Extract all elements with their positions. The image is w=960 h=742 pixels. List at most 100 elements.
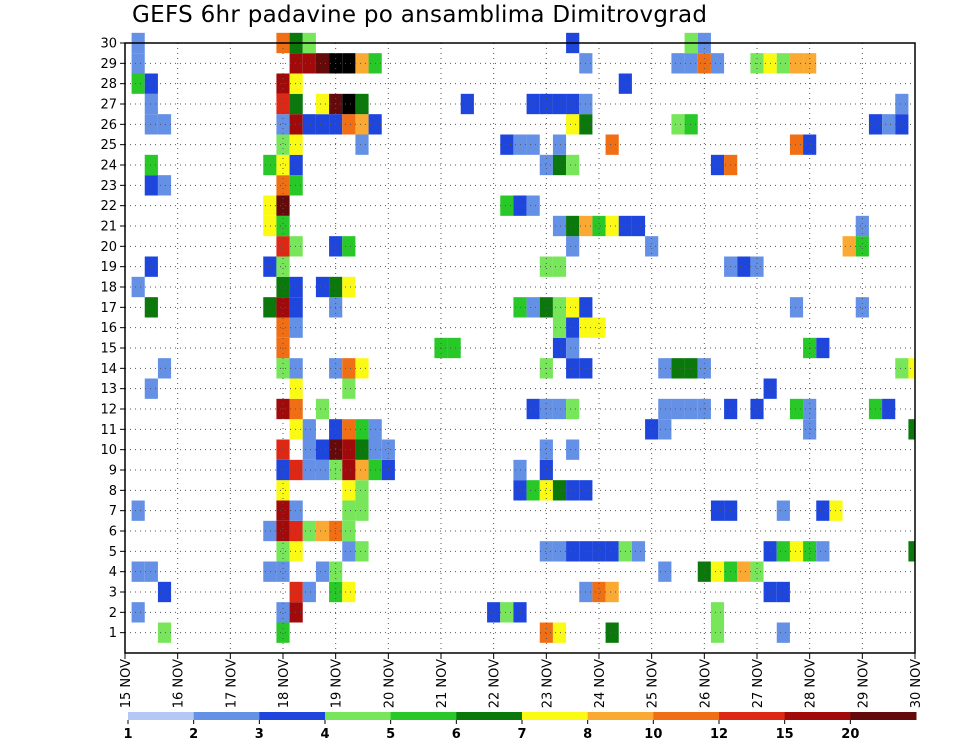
precip-cell bbox=[829, 500, 843, 521]
precip-cell bbox=[526, 134, 540, 155]
precip-cell bbox=[487, 602, 501, 623]
precip-cell bbox=[157, 175, 172, 196]
precip-cell bbox=[526, 93, 540, 115]
precip-cell bbox=[803, 134, 817, 155]
precip-cell bbox=[355, 439, 369, 460]
precip-cell bbox=[671, 398, 685, 420]
precip-cell bbox=[631, 541, 646, 562]
precip-cell bbox=[671, 358, 685, 379]
precip-cell bbox=[131, 602, 145, 623]
legend-label: 8 bbox=[583, 727, 592, 742]
precip-cell bbox=[342, 419, 356, 440]
precip-cell bbox=[566, 480, 580, 501]
precip-cell bbox=[342, 358, 356, 379]
precip-cell bbox=[315, 520, 330, 542]
y-tick-label: 6 bbox=[109, 525, 117, 540]
precip-cell bbox=[658, 561, 672, 582]
precip-cell bbox=[289, 398, 303, 420]
precip-cell bbox=[697, 561, 711, 582]
precip-cell bbox=[144, 378, 158, 399]
precip-cell bbox=[355, 480, 369, 501]
legend-label: 2 bbox=[189, 727, 198, 742]
x-tick-label: 26 NOV bbox=[698, 659, 713, 708]
precip-cell bbox=[276, 520, 290, 542]
y-tick-label: 19 bbox=[100, 260, 117, 275]
y-tick-label: 3 bbox=[109, 586, 117, 601]
precip-cell bbox=[276, 134, 290, 155]
precip-cell bbox=[276, 154, 290, 176]
precip-cell bbox=[566, 114, 580, 135]
precip-cell bbox=[263, 561, 277, 582]
precip-cell bbox=[776, 53, 790, 74]
precip-cell bbox=[592, 215, 606, 237]
precip-cell bbox=[144, 256, 158, 277]
precip-cell bbox=[289, 378, 303, 399]
y-tick-label: 23 bbox=[100, 179, 117, 194]
precip-cell bbox=[302, 459, 316, 481]
precip-cell bbox=[131, 276, 145, 298]
precip-cell bbox=[605, 622, 619, 643]
precip-cell bbox=[789, 53, 804, 74]
legend-swatch bbox=[325, 712, 392, 720]
precip-cell bbox=[276, 195, 290, 216]
precip-cell bbox=[710, 602, 725, 623]
y-tick-label: 11 bbox=[100, 423, 117, 438]
precip-cell bbox=[289, 500, 303, 521]
precip-cell bbox=[355, 134, 369, 155]
precip-cell bbox=[276, 215, 290, 237]
legend-swatch bbox=[390, 712, 457, 720]
precip-cell bbox=[895, 358, 909, 379]
y-tick-label: 14 bbox=[100, 362, 117, 377]
precip-cell bbox=[342, 520, 356, 542]
precip-cell bbox=[276, 459, 290, 481]
precip-cell bbox=[789, 297, 804, 318]
precip-cell bbox=[566, 236, 580, 257]
precip-cell bbox=[882, 398, 896, 420]
y-tick-label: 26 bbox=[100, 118, 117, 133]
precip-cell bbox=[263, 195, 277, 216]
precip-cell bbox=[552, 398, 567, 420]
precip-cell bbox=[315, 114, 330, 135]
precip-cell bbox=[566, 297, 580, 318]
precip-cell bbox=[539, 622, 553, 643]
precip-cell bbox=[302, 53, 316, 74]
precip-cell bbox=[895, 114, 909, 135]
precip-cell bbox=[289, 602, 303, 623]
legend-swatch bbox=[522, 712, 589, 720]
precip-cell bbox=[289, 114, 303, 135]
y-tick-label: 15 bbox=[100, 342, 117, 357]
precip-cell bbox=[566, 93, 580, 115]
precip-cell bbox=[605, 541, 619, 562]
precip-cell bbox=[131, 53, 145, 74]
precip-cell bbox=[552, 541, 567, 562]
precip-cell bbox=[526, 480, 540, 501]
precip-cell bbox=[552, 93, 567, 115]
precip-cell bbox=[355, 459, 369, 481]
precip-cell bbox=[355, 53, 369, 74]
precip-cell bbox=[289, 297, 303, 318]
x-tick-label: 22 NOV bbox=[488, 659, 503, 708]
precip-cell bbox=[552, 134, 567, 155]
x-tick-label: 27 NOV bbox=[751, 659, 766, 708]
legend-swatch bbox=[587, 712, 654, 720]
precip-cell bbox=[539, 459, 553, 481]
precip-cell bbox=[816, 500, 830, 521]
precip-cell bbox=[500, 195, 514, 216]
precip-cell bbox=[592, 317, 606, 338]
x-tick-label: 30 NOV bbox=[909, 659, 924, 708]
precip-cell bbox=[552, 215, 567, 237]
precip-cell bbox=[776, 541, 790, 562]
legend-label: 6 bbox=[452, 727, 461, 742]
precip-cell bbox=[526, 297, 540, 318]
precip-cell bbox=[276, 317, 290, 338]
precip-cell bbox=[645, 236, 659, 257]
precip-cell bbox=[157, 358, 172, 379]
precip-cell bbox=[276, 236, 290, 257]
y-tick-label: 30 bbox=[100, 37, 117, 52]
precip-cell bbox=[302, 520, 316, 542]
precip-cell bbox=[342, 378, 356, 399]
precip-cell bbox=[289, 134, 303, 155]
precip-cell bbox=[342, 236, 356, 257]
precip-cell bbox=[552, 317, 567, 338]
precip-cell bbox=[710, 53, 725, 74]
